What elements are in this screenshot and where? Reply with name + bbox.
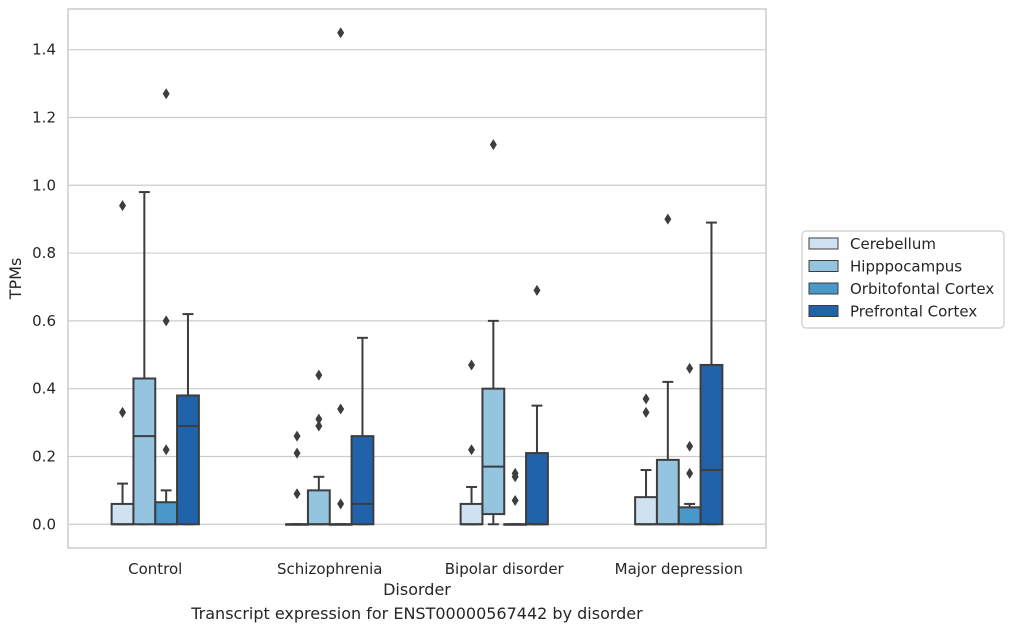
outlier-point	[642, 406, 650, 418]
y-tick-label: 0.4	[32, 380, 56, 398]
x-tick-label: Bipolar disorder	[445, 560, 565, 578]
outlier-point	[162, 88, 170, 100]
outlier-point	[162, 315, 170, 327]
outlier-point	[511, 495, 519, 507]
legend-label: Hipppocampus	[850, 258, 962, 276]
y-tick-label: 1.0	[32, 176, 56, 194]
outlier-point	[293, 488, 301, 500]
box	[306, 489, 331, 526]
outlier-point	[533, 284, 541, 296]
outlier-point	[293, 430, 301, 442]
legend-swatch	[808, 260, 839, 272]
series-cerebellum	[110, 200, 658, 526]
box	[634, 496, 658, 526]
box	[699, 363, 724, 526]
figure-caption: Transcript expression for ENST0000056744…	[191, 604, 643, 623]
legend-frame	[801, 230, 1005, 329]
x-tick-label: Control	[128, 560, 182, 578]
box	[481, 387, 506, 516]
y-axis-title: TPMs	[6, 258, 25, 301]
legend-label: Cerebellum	[850, 235, 936, 253]
series-prefrontal-cortex	[176, 221, 724, 526]
box	[154, 501, 179, 526]
y-tick-label: 0.6	[32, 312, 56, 330]
y-tick-label: 0.0	[32, 515, 56, 533]
outlier-point	[468, 444, 476, 456]
outlier-point	[686, 440, 694, 452]
legend-swatch	[808, 305, 839, 317]
outlier-point	[511, 467, 519, 479]
outlier-point	[293, 447, 301, 459]
box	[350, 435, 375, 526]
legend-swatch	[808, 237, 839, 250]
y-tick-label: 1.4	[32, 41, 56, 59]
outlier-point	[468, 359, 476, 371]
outlier-point	[162, 444, 170, 456]
legend-swatch	[808, 282, 839, 295]
box	[176, 394, 200, 526]
series-hipppocampus	[132, 139, 680, 526]
x-tick-label: Major depression	[615, 560, 743, 578]
y-tick-label: 0.2	[32, 447, 56, 465]
y-tick-label: 0.8	[32, 244, 56, 262]
outlier-point	[119, 200, 127, 212]
outlier-point	[686, 362, 694, 374]
outlier-point	[315, 413, 323, 425]
legend-label: Prefrontal Cortex	[850, 303, 977, 321]
legend-label: Orbitofontal Cortex	[850, 280, 994, 298]
box	[677, 506, 702, 526]
series-orbitofontal-cortex	[154, 27, 702, 526]
box	[132, 377, 157, 526]
outlier-point	[337, 498, 345, 510]
box	[655, 458, 680, 526]
outlier-point	[489, 139, 497, 151]
y-tick-label: 1.2	[32, 108, 56, 126]
outlier-point	[686, 467, 694, 479]
outlier-point	[315, 420, 323, 432]
x-tick-label: Schizophrenia	[277, 560, 382, 578]
box	[459, 502, 484, 526]
y-tick-labels: 0.0 0.2 0.4 0.6 0.8 1.0 1.2 1.4	[32, 41, 56, 534]
legend: Cerebellum Hipppocampus Orbitofontal Corte…	[801, 230, 1005, 329]
plot-frame	[67, 8, 767, 549]
x-tick-labels: Control Schizophrenia Bipolar disorder Majo…	[128, 560, 743, 578]
outlier-point	[337, 27, 345, 39]
box	[110, 502, 135, 526]
outlier-point	[315, 369, 323, 381]
x-axis-title: Disorder	[383, 580, 451, 599]
outlier-point	[642, 393, 650, 405]
box	[525, 452, 549, 526]
box-groups	[110, 27, 724, 526]
outlier-point	[119, 406, 127, 418]
outlier-point	[337, 403, 345, 415]
outlier-point	[664, 213, 672, 225]
